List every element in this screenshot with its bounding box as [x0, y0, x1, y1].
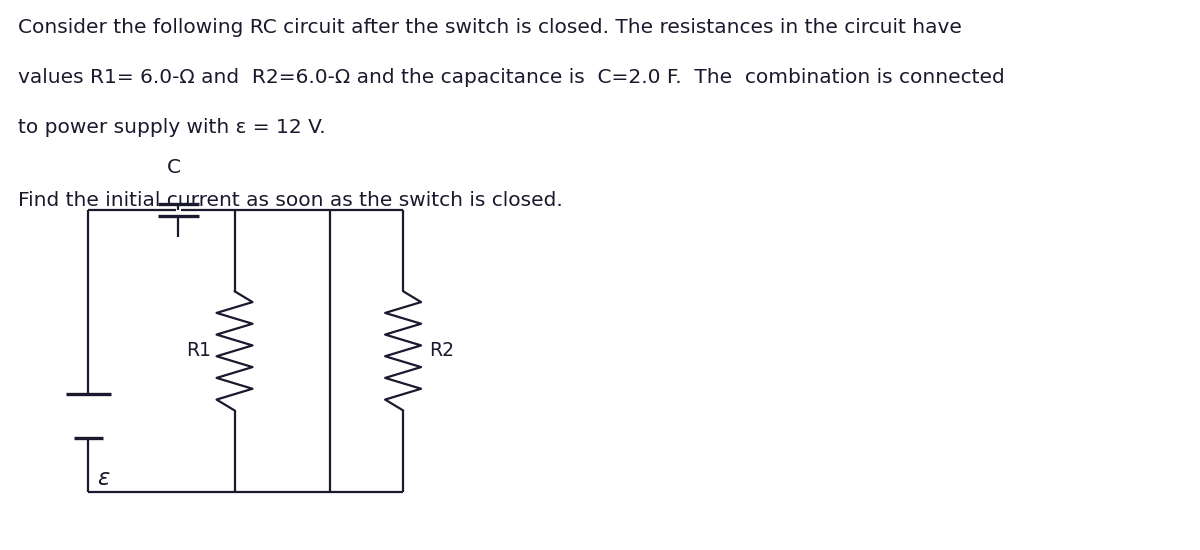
Text: to power supply with ε = 12 V.: to power supply with ε = 12 V. [18, 118, 325, 138]
Text: C: C [167, 158, 181, 177]
Text: values R1= 6.0-Ω and  R2=6.0-Ω and the capacitance is  C=2.0 F.  The  combinatio: values R1= 6.0-Ω and R2=6.0-Ω and the ca… [18, 68, 1004, 87]
Text: Consider the following RC circuit after the switch is closed. The resistances in: Consider the following RC circuit after … [18, 18, 961, 37]
Text: ε: ε [97, 468, 109, 490]
Text: R2: R2 [428, 342, 454, 360]
Text: R1: R1 [186, 342, 211, 360]
Text: Find the initial current as soon as the switch is closed.: Find the initial current as soon as the … [18, 190, 563, 210]
